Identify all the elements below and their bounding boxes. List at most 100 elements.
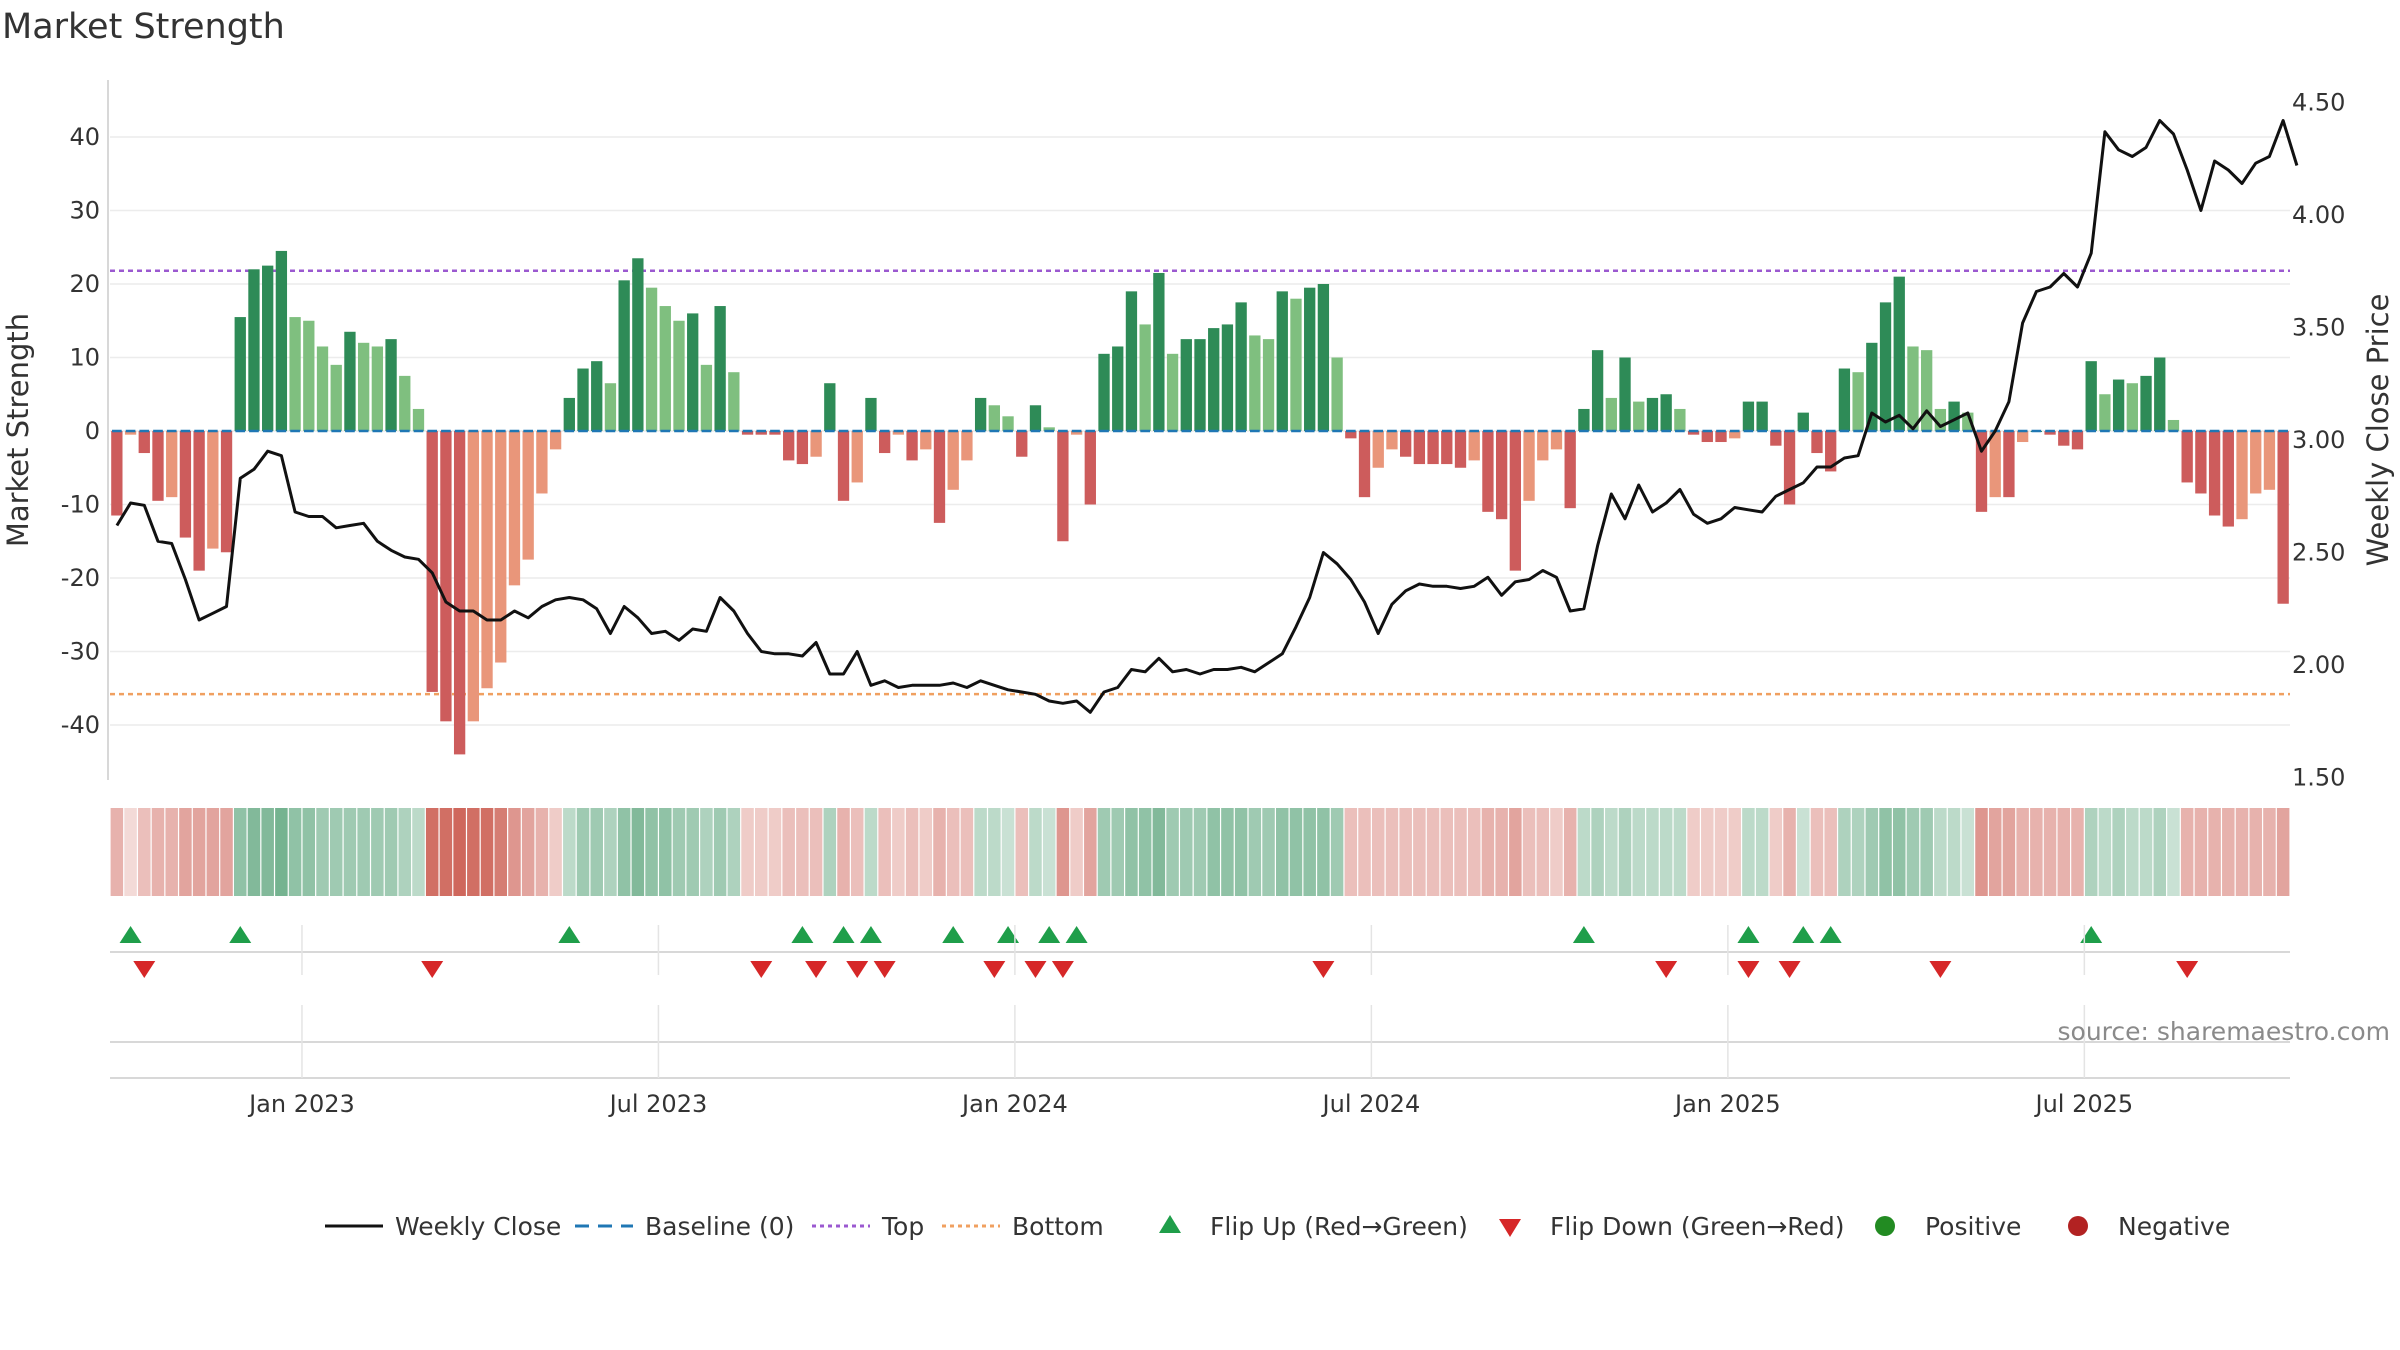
strength-bar: [1070, 431, 1083, 435]
strip-cell: [2112, 808, 2125, 896]
strength-bar: [645, 287, 658, 431]
strength-bar: [1921, 350, 1933, 431]
strength-bar: [262, 265, 274, 431]
chart-title: Market Strength: [2, 7, 285, 47]
strip-cell: [672, 808, 686, 896]
strip-cell: [604, 808, 617, 896]
strip-cell: [1824, 808, 1837, 896]
strength-bar: [741, 431, 754, 435]
strength-bar: [1084, 431, 1096, 505]
legend-label: Bottom: [1012, 1212, 1104, 1241]
strip-cell: [1221, 808, 1234, 896]
strength-bar: [1605, 397, 1617, 431]
strip-cell: [1865, 808, 1879, 896]
strip-cell: [1701, 808, 1714, 896]
strip-cell: [1371, 808, 1385, 896]
strength-bar: [1619, 357, 1631, 431]
flip-up-marker: [942, 926, 965, 943]
strength-bar: [659, 306, 671, 431]
strip-cell: [1330, 808, 1344, 896]
strength-bar: [974, 397, 987, 431]
strength-bar: [1125, 291, 1138, 431]
strength-bar: [1633, 401, 1645, 431]
strength-bar: [837, 431, 850, 501]
strength-bar: [1564, 431, 1576, 509]
y-tick-label: 30: [69, 197, 100, 225]
strip-cell: [412, 808, 425, 896]
strip-cell: [2071, 808, 2084, 896]
strength-bar: [1166, 353, 1179, 431]
strip-cell: [631, 808, 645, 896]
strength-bar: [1221, 324, 1234, 431]
strip-cell: [768, 808, 782, 896]
strength-bar: [2154, 357, 2166, 431]
x-tick-label: Jan 2025: [1673, 1090, 1781, 1118]
strip-cell: [1152, 808, 1166, 896]
strength-bar: [947, 431, 959, 490]
legend-item-weekly_close: Weekly Close: [325, 1212, 561, 1241]
strength-bar: [1002, 416, 1014, 431]
strip-cell: [1481, 808, 1495, 896]
strength-bar: [440, 431, 452, 722]
strength-bar: [878, 431, 891, 454]
strip-cell: [2084, 808, 2098, 896]
flip-down-marker: [1655, 961, 1678, 978]
strip-cell: [1783, 808, 1796, 896]
flip-up-marker: [859, 926, 882, 943]
strength-bar: [1057, 431, 1069, 542]
strength-bar: [851, 431, 863, 483]
strip-cell: [905, 808, 919, 896]
strip-cell: [1166, 808, 1179, 896]
strip-cell: [1906, 808, 1920, 896]
strip-cell: [124, 808, 137, 896]
legend-label: Top: [881, 1212, 924, 1241]
strength-bar: [481, 431, 493, 689]
lower-panel-axes: [110, 925, 2290, 1079]
strip-cell: [1495, 808, 1508, 896]
y-tick-label: -30: [61, 638, 100, 666]
strip-cell: [1509, 808, 1522, 896]
strip-cell: [508, 808, 521, 896]
legend-item-flip_up: Flip Up (Red→Green): [1159, 1212, 1468, 1241]
strip-cell: [1632, 808, 1645, 896]
strength-bar: [316, 346, 329, 431]
strength-bar: [1331, 357, 1343, 431]
legend-item-baseline: Baseline (0): [575, 1212, 794, 1241]
flip-up-marker: [832, 926, 855, 943]
strip-cell: [1385, 808, 1399, 896]
legend-label: Weekly Close: [395, 1212, 561, 1241]
strip-cell: [1563, 808, 1577, 896]
strip-cell: [645, 808, 658, 896]
legend-item-bottom: Bottom: [942, 1212, 1104, 1241]
strip-cell: [549, 808, 562, 896]
strip-cell: [1892, 808, 1906, 896]
strip-cell: [1358, 808, 1371, 896]
strength-bar: [166, 431, 178, 498]
strength-bar: [1372, 431, 1384, 468]
strength-bar: [1016, 431, 1028, 457]
strength-bar: [2195, 431, 2207, 494]
strength-bar: [1962, 412, 1974, 431]
flip-up-marker: [997, 926, 1020, 943]
strength-bar: [412, 408, 425, 431]
y2-tick-label: 2.50: [2292, 539, 2345, 567]
strength-bar: [714, 306, 726, 431]
strip-cell: [2126, 808, 2139, 896]
strength-bar: [2181, 431, 2193, 483]
strength-bar: [1482, 431, 1494, 512]
strength-bar: [399, 375, 411, 431]
strip-cell: [1344, 808, 1358, 896]
strength-bar: [1825, 431, 1837, 472]
strength-bar: [988, 405, 1000, 431]
strip-cell: [1015, 808, 1029, 896]
strip-cell: [1084, 808, 1097, 896]
strip-cell: [1001, 808, 1015, 896]
strength-bar: [1139, 324, 1151, 431]
strip-cell: [2098, 808, 2112, 896]
strength-bar: [2277, 431, 2289, 604]
strength-bar: [1537, 431, 1549, 461]
strip-cell: [1303, 808, 1316, 896]
strip-cell: [316, 808, 329, 896]
strength-bar: [755, 431, 767, 435]
strength-bar: [1413, 431, 1426, 465]
